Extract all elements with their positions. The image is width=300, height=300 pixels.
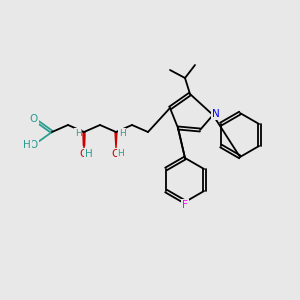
Text: H: H [118,149,124,158]
Text: H: H [118,128,125,137]
Text: O: O [30,140,38,150]
Text: O: O [30,114,38,124]
Text: H: H [23,140,31,150]
Text: H: H [85,149,93,159]
Text: O: O [111,149,119,159]
Polygon shape [83,132,85,148]
Text: O: O [79,149,87,159]
Polygon shape [115,132,117,148]
Text: N: N [212,109,220,119]
Text: F: F [182,200,188,210]
Text: H: H [75,128,81,137]
